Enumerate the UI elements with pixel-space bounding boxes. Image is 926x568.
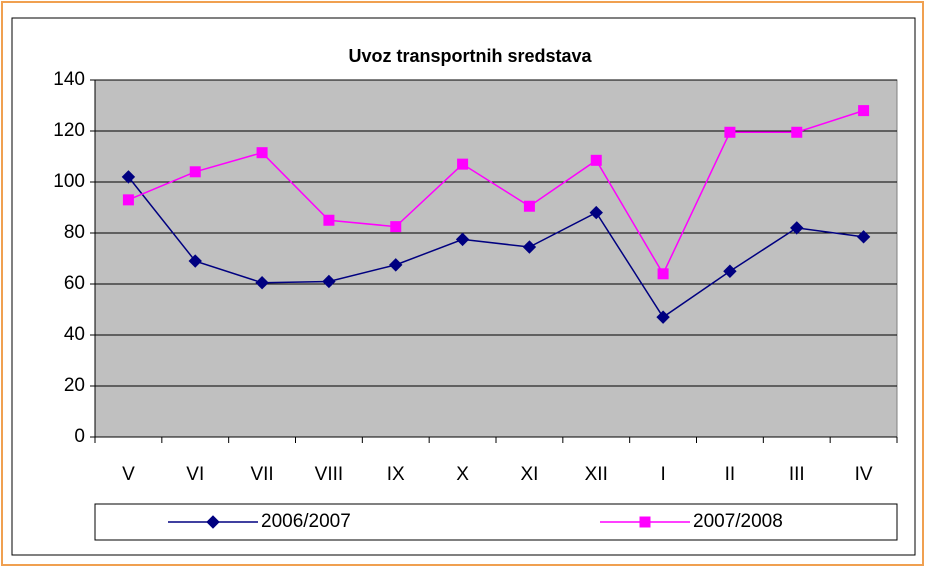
legend-label: 2007/2008 — [693, 511, 783, 532]
data-point — [656, 310, 670, 324]
series-line — [128, 109, 864, 276]
y-tick-label: 100 — [53, 171, 85, 192]
data-point — [590, 154, 602, 166]
x-tick-label: XI — [520, 464, 538, 485]
data-point — [657, 268, 669, 280]
y-tick-label: 20 — [64, 375, 85, 396]
data-point — [589, 205, 603, 220]
legend-marker — [206, 515, 220, 529]
y-tick-label: 40 — [64, 324, 85, 345]
data-point — [723, 264, 737, 278]
legend-marker — [639, 516, 651, 528]
data-point — [322, 274, 336, 289]
data-point — [122, 194, 134, 206]
data-point — [856, 230, 871, 244]
data-point — [858, 105, 870, 117]
data-point — [390, 221, 402, 233]
data-point — [724, 126, 736, 138]
x-tick-label: XII — [585, 464, 608, 485]
x-tick-label: I — [660, 464, 665, 485]
y-tick-label: 60 — [64, 273, 85, 294]
y-tick-label: 80 — [64, 222, 85, 243]
data-point — [455, 232, 470, 247]
x-tick-label: III — [789, 464, 805, 485]
data-point — [255, 276, 269, 290]
data-point — [522, 240, 537, 254]
data-point — [188, 254, 202, 268]
data-point — [189, 166, 201, 178]
y-tick-label: 140 — [53, 69, 85, 90]
data-point — [523, 200, 535, 212]
data-point — [323, 214, 335, 226]
x-tick-label: VIII — [315, 464, 344, 485]
data-point — [791, 126, 803, 138]
chart-title: Uvoz transportnih sredstava — [348, 46, 592, 66]
x-tick-label: II — [725, 464, 736, 485]
x-tick-label: IX — [387, 464, 405, 485]
data-point — [389, 258, 403, 272]
x-tick-label: VI — [186, 464, 204, 485]
y-tick-label: 0 — [74, 426, 85, 447]
plot-area — [94, 79, 898, 438]
x-tick-label: X — [456, 464, 469, 485]
data-point — [256, 147, 268, 159]
x-tick-label: VII — [250, 464, 273, 485]
series-line — [127, 176, 864, 319]
data-point — [457, 158, 469, 170]
data-point — [121, 170, 136, 184]
legend-label: 2006/2007 — [261, 511, 351, 532]
chart-border — [11, 17, 916, 556]
x-tick-label: V — [122, 464, 135, 485]
y-tick-label: 120 — [53, 120, 85, 141]
data-point — [790, 221, 804, 235]
x-tick-label: IV — [855, 464, 873, 485]
